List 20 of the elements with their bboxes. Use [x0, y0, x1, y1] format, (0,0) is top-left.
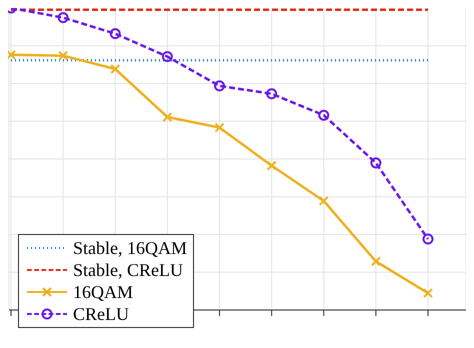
- point: [58, 50, 68, 61]
- legend-label: Stable, 16QAM: [73, 237, 187, 259]
- point: [370, 157, 382, 168]
- point: [266, 160, 277, 171]
- legend-label: Stable, CReLU: [73, 259, 183, 281]
- point: [370, 256, 381, 266]
- point: [318, 110, 330, 121]
- point: [423, 288, 433, 298]
- point: [162, 112, 172, 122]
- point: [266, 88, 278, 100]
- legend-label: 16QAM: [73, 281, 134, 303]
- point: [422, 234, 434, 245]
- point: [162, 51, 173, 62]
- point: [214, 80, 225, 92]
- point: [58, 12, 69, 24]
- point: [214, 122, 224, 133]
- point: [110, 28, 121, 40]
- point: [110, 64, 120, 74]
- legend-label: CReLU: [73, 303, 129, 325]
- point: [318, 196, 329, 206]
